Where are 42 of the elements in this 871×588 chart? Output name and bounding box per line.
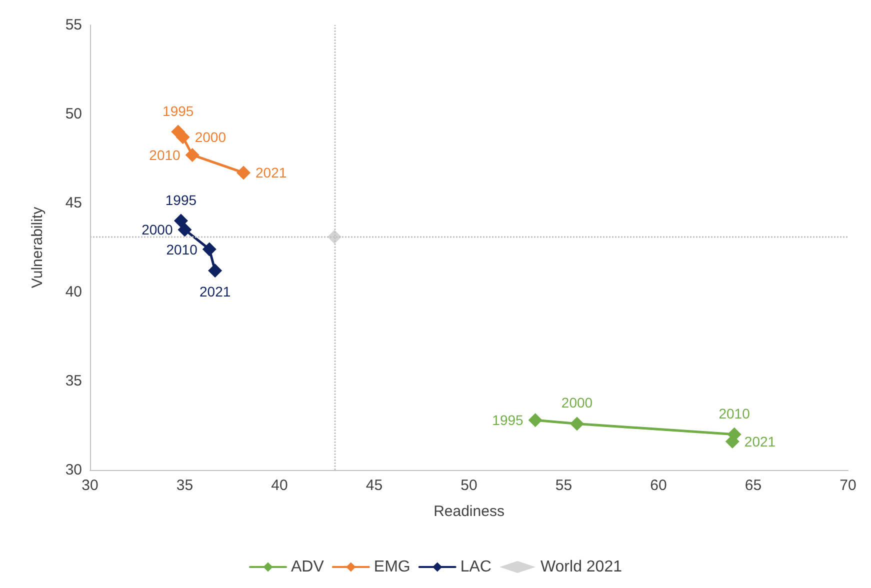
point [528, 413, 542, 428]
annotation: 1995 [162, 102, 194, 119]
y-tick-label: 55 [65, 16, 82, 34]
point [185, 148, 200, 162]
point [208, 264, 222, 278]
legend-label: LAC [460, 558, 492, 576]
legend-label: World 2021 [540, 558, 622, 576]
annotation: 1995 [165, 192, 197, 208]
y-tick-label: 50 [65, 106, 82, 122]
annotation: 2010 [149, 146, 181, 163]
annotation: 2000 [142, 222, 173, 238]
x-tick-label: 50 [460, 477, 478, 494]
x-tick-label: 55 [555, 477, 572, 494]
point [178, 222, 192, 237]
legend-label: EMG [374, 558, 410, 576]
annotation: 2000 [561, 394, 593, 411]
annotation: 2021 [255, 164, 287, 181]
annotation: 2010 [718, 405, 750, 422]
annotation: 2021 [199, 284, 231, 300]
point [236, 166, 250, 180]
annotation: 1995 [492, 412, 524, 428]
point [570, 416, 584, 431]
y-tick-label: 45 [65, 194, 82, 212]
x-tick-label: 35 [176, 477, 194, 494]
legend-label: ADV [291, 558, 324, 576]
point [174, 214, 188, 228]
x-tick-label: 70 [840, 477, 856, 494]
y-tick-label: 40 [65, 284, 82, 300]
annotation: 2021 [744, 434, 776, 450]
point [176, 130, 190, 144]
x-tick-label: 30 [82, 477, 98, 494]
x-tick-label: 40 [271, 477, 288, 494]
x-tick-label: 65 [744, 477, 762, 494]
point [202, 242, 216, 256]
x-tick-label: 45 [366, 477, 383, 494]
x-tick-label: 60 [650, 477, 667, 494]
annotation: 2000 [194, 129, 226, 146]
y-axis-title: Vulnerability [29, 206, 46, 288]
y-tick-label: 30 [65, 462, 82, 478]
x-axis-title: Readiness [434, 503, 504, 520]
y-tick-label: 35 [65, 372, 82, 390]
annotation: 2010 [166, 241, 198, 258]
